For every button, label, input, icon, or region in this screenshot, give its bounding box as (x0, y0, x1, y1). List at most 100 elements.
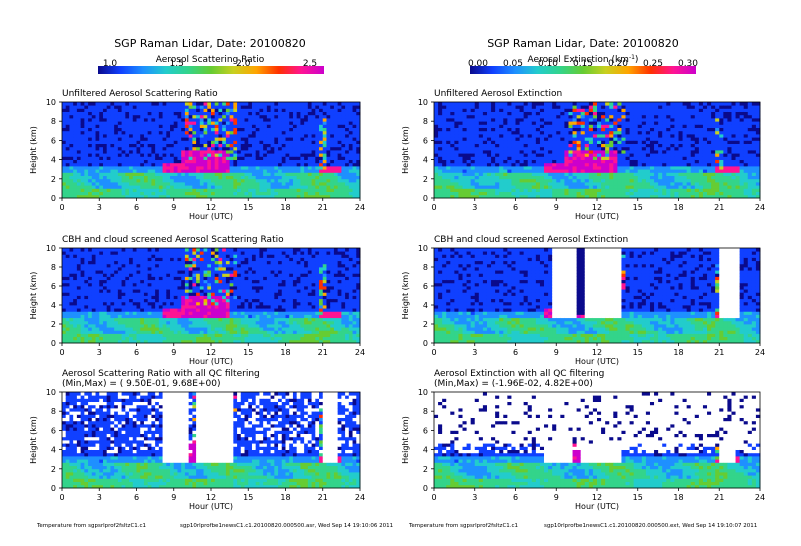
heatmap-cell (629, 124, 635, 128)
x-tick-label: 9 (554, 203, 559, 212)
heatmap-cell (292, 172, 298, 176)
heatmap-cell (544, 153, 549, 157)
heatmap-cell (739, 118, 745, 122)
heatmap-cell (531, 105, 537, 109)
heatmap-cell (136, 146, 141, 151)
heatmap-cell (233, 105, 238, 109)
heatmap-cell (188, 188, 193, 192)
heatmap-cell (140, 191, 145, 196)
heatmap-cell (315, 150, 320, 154)
heatmap-cell (482, 169, 488, 173)
heatmap-cell (597, 118, 602, 122)
heatmap-cell (629, 137, 635, 141)
panel-title: Unfiltered Aerosol Extinction (434, 89, 562, 99)
heatmap-cell (319, 146, 324, 151)
heatmap-cell (621, 111, 626, 116)
heatmap-cell (515, 156, 520, 160)
heatmap-cell (515, 153, 520, 157)
heatmap-cell (617, 118, 622, 122)
heatmap-cell (645, 191, 651, 196)
heatmap-cell (690, 182, 696, 186)
heatmap-cell (621, 143, 626, 148)
heatmap-cell (654, 178, 659, 183)
heatmap-cell (592, 134, 598, 138)
heatmap-cell (225, 188, 231, 192)
heatmap-cell (711, 153, 716, 157)
heatmap-cell (466, 121, 472, 125)
heatmap-cell (233, 185, 238, 189)
heatmap-cell (300, 182, 305, 186)
heatmap-cell (65, 134, 70, 138)
heatmap-cell (560, 159, 565, 164)
heatmap-cell (307, 111, 312, 116)
heatmap-cell (263, 143, 268, 148)
heatmap-cell (173, 108, 178, 112)
heatmap-cell (307, 150, 312, 154)
heatmap-cell (110, 124, 115, 128)
heatmap-cell (531, 178, 537, 183)
heatmap-cell (686, 169, 692, 173)
heatmap-cell (519, 153, 525, 157)
heatmap-cell (588, 102, 594, 106)
heatmap-cell (270, 166, 275, 170)
heatmap-cell (278, 105, 283, 109)
heatmap-cell (155, 159, 160, 164)
colorbar-tick-label: 0.15 (573, 59, 593, 69)
heatmap-cell (649, 105, 655, 109)
heatmap-cell (322, 169, 327, 173)
heatmap-cell (633, 191, 639, 196)
heatmap-cell (702, 137, 708, 141)
heatmap-cell (69, 282, 74, 287)
heatmap-cell (255, 143, 260, 148)
heatmap-cell (300, 162, 305, 167)
heatmap-cell (601, 175, 606, 180)
heatmap-cell (203, 191, 208, 196)
heatmap-cell (539, 140, 545, 144)
heatmap-cell (263, 146, 268, 151)
heatmap-cell (69, 118, 74, 122)
heatmap-cell (255, 114, 260, 119)
heatmap-cell (633, 194, 639, 199)
heatmap-cell (244, 194, 249, 199)
heatmap-cell (69, 114, 74, 119)
heatmap-cell (99, 159, 104, 164)
heatmap-cell (196, 153, 201, 157)
heatmap-cell (192, 169, 197, 173)
heatmap-cell (613, 172, 618, 176)
heatmap-cell (76, 185, 82, 189)
heatmap-cell (129, 178, 134, 183)
heatmap-cell (285, 156, 290, 160)
heatmap-cell (552, 137, 557, 141)
heatmap-cell (274, 166, 279, 170)
heatmap-cell (731, 140, 736, 144)
heatmap-cell (723, 162, 728, 167)
heatmap-cell (322, 178, 327, 183)
heatmap-cell (637, 105, 643, 109)
heatmap-cell (564, 130, 569, 135)
heatmap-cell (572, 194, 578, 199)
heatmap-cell (91, 159, 96, 164)
heatmap-cell (674, 178, 679, 183)
heatmap-cell (662, 166, 667, 170)
heatmap-cell (625, 102, 630, 106)
heatmap-cell (605, 185, 610, 189)
heatmap-cell (523, 114, 529, 119)
heatmap-cell (244, 137, 249, 141)
heatmap-cell (434, 185, 439, 189)
heatmap-cell (442, 134, 447, 138)
heatmap-cell (117, 143, 123, 148)
heatmap-cell (192, 185, 197, 189)
heatmap-cell (95, 121, 100, 125)
heatmap-cell (755, 153, 761, 157)
heatmap-cell (523, 105, 529, 109)
heatmap-cell (556, 162, 561, 167)
heatmap-cell (450, 146, 455, 151)
heatmap-cell (218, 159, 223, 164)
heatmap-cell (326, 150, 331, 154)
heatmap-cell (454, 194, 459, 199)
heatmap-cell (251, 143, 257, 148)
heatmap-cell (181, 153, 186, 157)
heatmap-cell (576, 153, 582, 157)
heatmap-cell (222, 178, 227, 183)
heatmap-cell (486, 124, 492, 128)
